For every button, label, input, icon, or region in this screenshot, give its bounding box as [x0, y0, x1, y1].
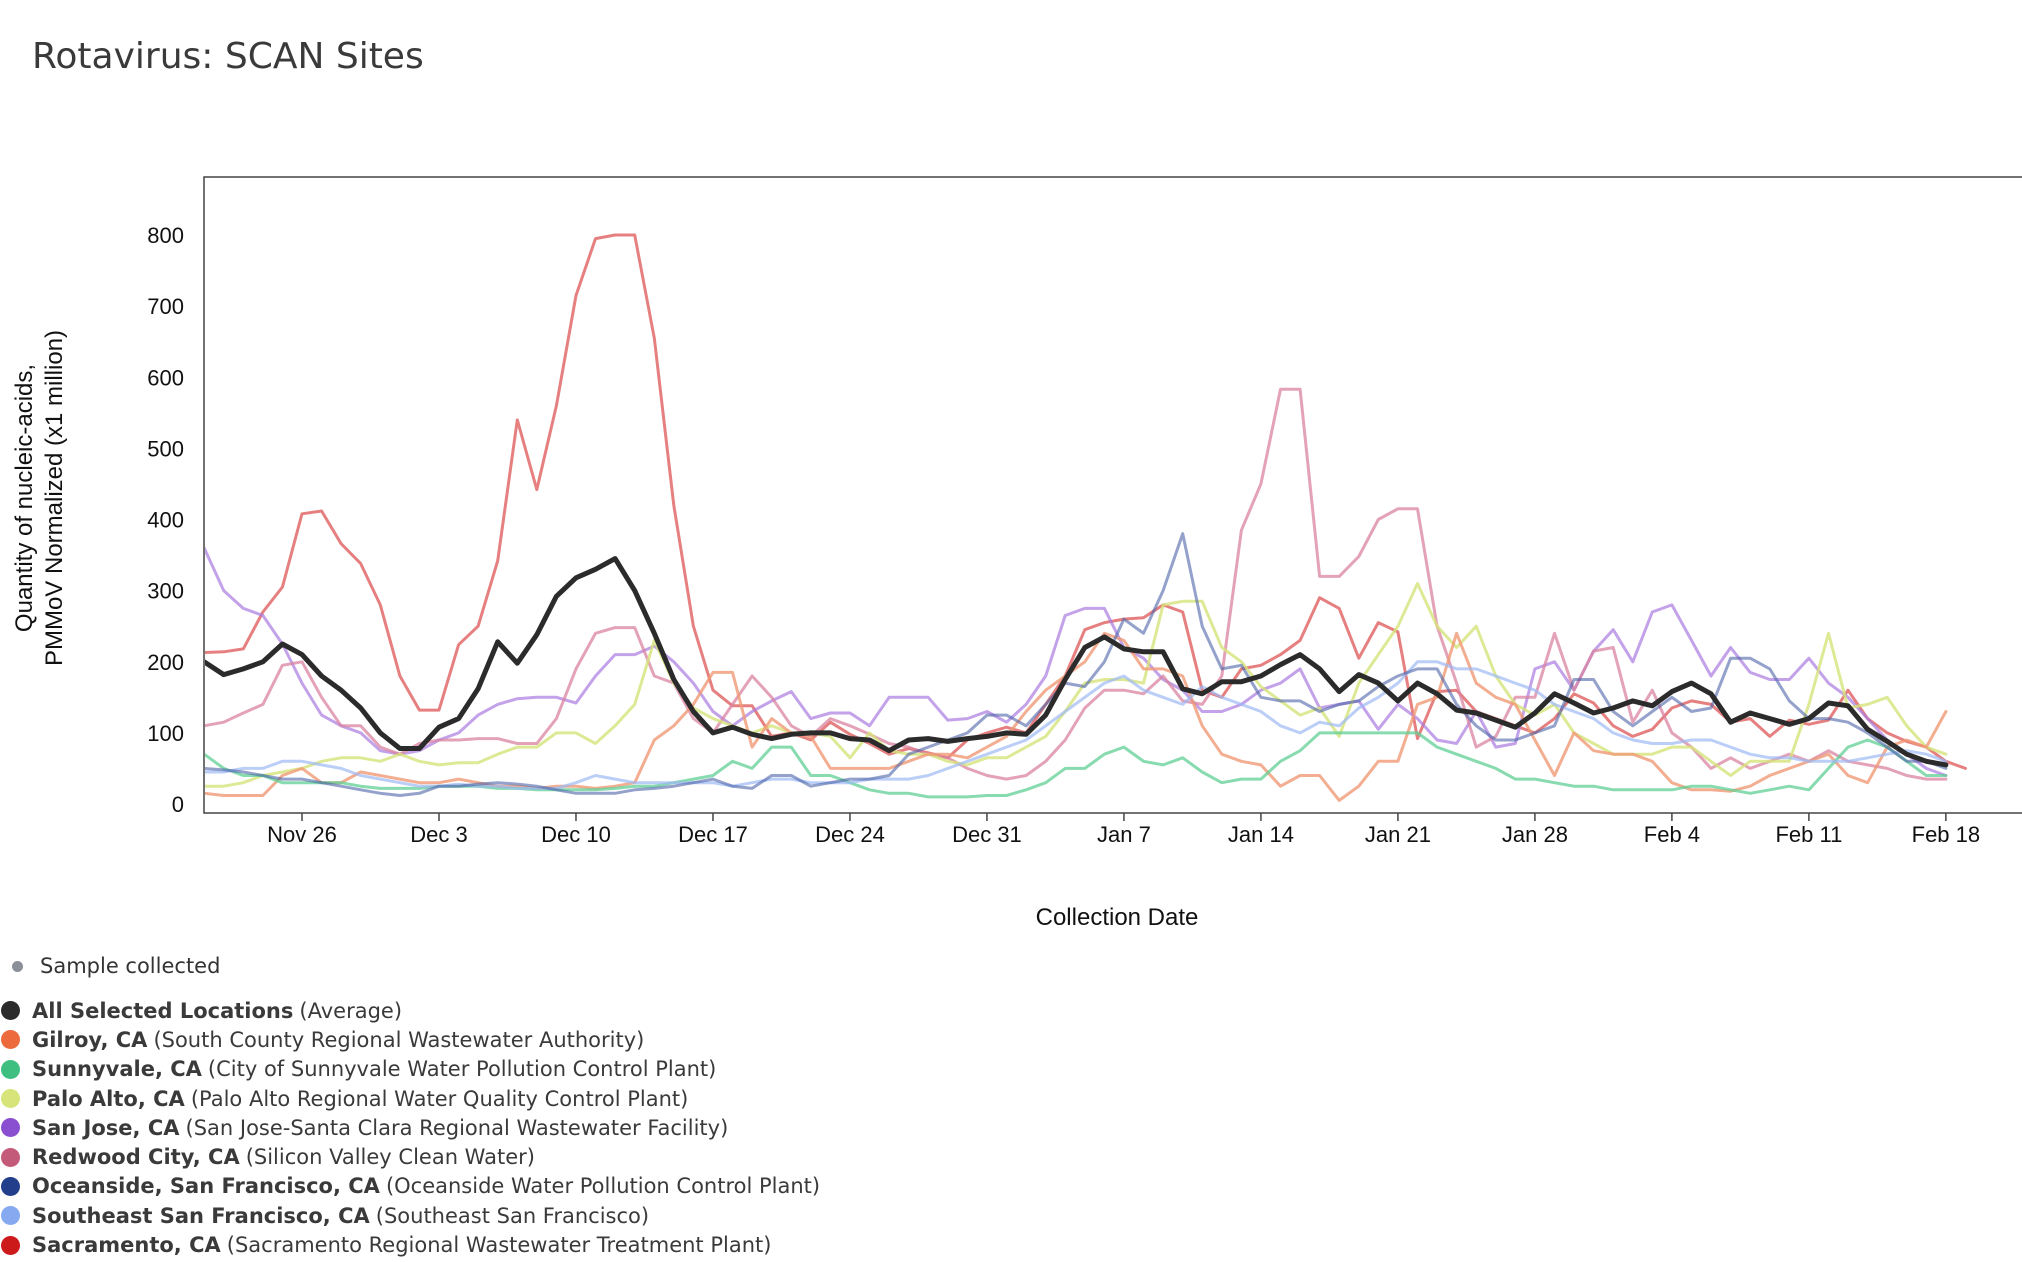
x-tick-label: Dec 10 [541, 822, 611, 847]
series-line-gilroy-ca[interactable] [185, 631, 1948, 802]
legend-item-description: (Oceanside Water Pollution Control Plant… [385, 1174, 821, 1199]
legend-color-dot-icon [1, 1176, 20, 1196]
y-tick-label: 300 [147, 579, 184, 604]
y-tick-label: 700 [147, 294, 184, 319]
line-chart: 0 100 200 300 400 500 600 700 800 Nov 26 Dec 3 Dec… [11, 176, 2022, 931]
legend-item-description: (Sacramento Regional Wastewater Treatmen… [226, 1233, 772, 1258]
series-line-sacramento-ca[interactable] [185, 233, 1967, 770]
legend-item-name: Southeast San Francisco, CA [32, 1203, 370, 1228]
legend-item-description: (Southeast San Francisco) [375, 1203, 650, 1228]
legend-item[interactable]: Palo Alto, CA (Palo Alto Regional Water Q… [0, 1084, 820, 1113]
legend-color-dot-icon [1, 1206, 20, 1226]
x-tick-label: Jan 21 [1365, 822, 1431, 847]
series-line-southeast-san-francisco-ca[interactable] [185, 660, 1948, 790]
sample-collected-label: Sample collected [40, 954, 221, 978]
legend-color-dot-icon [1, 1001, 20, 1021]
x-tick-label: Jan 7 [1097, 822, 1151, 847]
legend-items: All Selected Locations (Average) Gilroy, C… [0, 996, 820, 1260]
legend-item-name: Palo Alto, CA [32, 1086, 185, 1111]
sample-dot-icon [12, 960, 23, 972]
legend: Sample collected All Selected Locations(… [0, 952, 820, 1260]
legend-item-name: Oceanside, San Francisco, CA [32, 1174, 380, 1199]
legend-color-dot-icon [1, 1147, 20, 1167]
legend-color-dot-icon [1, 1059, 20, 1079]
x-tick-label: Feb 18 [1912, 822, 1981, 847]
x-axis-ticks: Nov 26 Dec 3 Dec 10 Dec 17 Dec 24 Dec 31 Jan 7… [267, 813, 1980, 847]
x-axis-label: Collection Date [1036, 904, 1199, 931]
y-tick-label: 500 [147, 436, 184, 461]
legend-item-name: Gilroy, CA [32, 1027, 148, 1052]
legend-item[interactable]: Oceanside, San Francisco, CA (Oceanside W… [0, 1172, 820, 1201]
x-tick-label: Jan 14 [1228, 822, 1294, 847]
legend-item-name: Redwood City, CA [32, 1145, 240, 1170]
legend-color-dot-icon [1, 1235, 20, 1255]
x-tick-label: Dec 3 [410, 822, 467, 847]
legend-item-description: (South County Regional Wastewater Author… [153, 1027, 645, 1052]
legend-item-name: Sacramento, CA [32, 1233, 221, 1258]
x-tick-label: Nov 26 [267, 822, 337, 847]
legend-item[interactable]: Sunnyvale, CA (City of Sunnyvale Water Po… [0, 1055, 820, 1084]
y-tick-label: 800 [147, 223, 184, 248]
legend-item-name: All Selected Locations [32, 998, 294, 1023]
y-tick-label: 200 [147, 650, 184, 675]
x-tick-label: Feb 4 [1644, 822, 1700, 847]
legend-item-name: San Jose, CA [32, 1115, 180, 1140]
legend-item[interactable]: Sacramento, CA (Sacramento Regional Waste… [0, 1230, 820, 1259]
y-axis-label: Quantity of nucleic-acids, PMMoV Normali… [11, 330, 68, 666]
legend-item-description: (Palo Alto Regional Water Quality Contro… [190, 1086, 689, 1111]
legend-color-dot-icon [1, 1118, 20, 1138]
series-line-all-selected-locations[interactable] [185, 556, 1949, 768]
legend-item-description: (San Jose-Santa Clara Regional Wastewate… [185, 1115, 729, 1140]
series-line-redwood-city-ca[interactable] [185, 387, 1948, 781]
legend-item[interactable]: Redwood City, CA (Silicon Valley Clean Wa… [0, 1142, 820, 1171]
legend-item[interactable]: San Jose, CA (San Jose-Santa Clara Region… [0, 1113, 820, 1142]
y-tick-label: 100 [147, 721, 184, 746]
legend-item[interactable]: All Selected Locations (Average) [0, 996, 820, 1025]
plot-area [203, 176, 2022, 814]
x-tick-label: Dec 24 [815, 822, 885, 847]
y-tick-label: 400 [147, 508, 184, 533]
legend-item[interactable]: Southeast San Francisco, CA (Southeast Sa… [0, 1201, 820, 1230]
legend-item-name: Sunnyvale, CA [32, 1057, 202, 1082]
legend-item[interactable]: Gilroy, CA (South County Regional Wastewa… [0, 1025, 820, 1054]
x-tick-label: Jan 28 [1502, 822, 1568, 847]
legend-color-dot-icon [1, 1030, 20, 1050]
y-tick-label: 600 [147, 365, 184, 390]
series-line-san-jose-ca[interactable] [185, 546, 1948, 777]
legend-item-description: (Average) [299, 998, 403, 1023]
x-tick-label: Dec 17 [678, 822, 748, 847]
y-axis-label-line-1: Quantity of nucleic-acids, [11, 364, 38, 632]
legend-item-description: (City of Sunnyvale Water Pollution Contr… [207, 1057, 717, 1082]
chart-title: Rotavirus: SCAN Sites [32, 36, 424, 77]
legend-sample-collected: Sample collected [0, 952, 820, 980]
series-lines [185, 233, 1967, 802]
x-tick-label: Feb 11 [1775, 822, 1842, 847]
legend-color-dot-icon [1, 1089, 20, 1109]
series-line-oceanside-san-francisco-ca[interactable] [185, 532, 1948, 797]
x-tick-label: Dec 31 [952, 822, 1022, 847]
legend-item-description: (Silicon Valley Clean Water) [245, 1145, 535, 1170]
y-axis-label-line-2: PMMoV Normalized (x1 million) [41, 330, 68, 666]
y-axis-ticks: 0 100 200 300 400 500 600 700 800 [147, 223, 184, 817]
y-tick-label: 0 [172, 792, 184, 817]
